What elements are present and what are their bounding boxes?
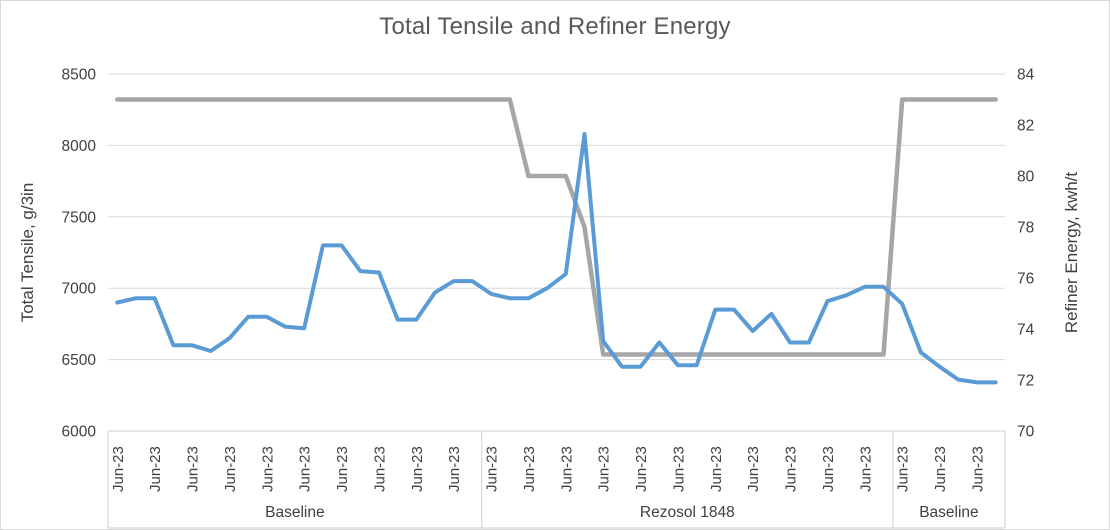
x-tick-label: Jun-23	[297, 446, 314, 492]
x-tick-label: Jun-23	[259, 446, 276, 492]
right-axis-tick-label: 78	[1017, 220, 1034, 237]
right-axis-tick-label: 74	[1017, 322, 1035, 339]
x-tick-label: Jun-23	[334, 446, 351, 492]
chart-title: Total Tensile and Refiner Energy	[379, 13, 731, 40]
left-axis-tick-label: 7000	[62, 281, 97, 298]
x-tick-label: Jun-23	[147, 446, 164, 492]
right-axis-tick-label: 76	[1017, 271, 1034, 288]
x-tick-label: Jun-23	[371, 446, 388, 492]
right-axis-title: Refiner Energy, kwh/t	[1062, 172, 1081, 334]
x-tick-label: Jun-23	[708, 446, 725, 492]
x-tick-label: Jun-23	[110, 446, 127, 492]
x-tick-label: Jun-23	[670, 446, 687, 492]
right-axis-tick-label: 70	[1017, 424, 1035, 441]
left-axis-title: Total Tensile, g/3in	[18, 183, 37, 323]
left-axis-tick-label: 8500	[62, 67, 97, 84]
x-tick-label: Jun-23	[932, 446, 949, 492]
left-axis-tick-label: 6000	[62, 424, 97, 441]
x-tick-label: Jun-23	[783, 446, 800, 492]
x-tick-label: Jun-23	[521, 446, 538, 492]
left-axis-tick-label: 7500	[62, 209, 97, 226]
right-axis-tick-label: 72	[1017, 373, 1034, 390]
x-tick-label: Jun-23	[895, 446, 912, 492]
x-tick-label: Jun-23	[484, 446, 501, 492]
left-axis-tick-label: 8000	[62, 138, 97, 155]
x-group-label: Baseline	[919, 504, 978, 521]
x-tick-label: Jun-23	[446, 446, 463, 492]
x-tick-label: Jun-23	[222, 446, 239, 492]
right-axis-tick-label: 82	[1017, 118, 1034, 135]
x-tick-label: Jun-23	[633, 446, 650, 492]
x-tick-label: Jun-23	[745, 446, 762, 492]
x-tick-label: Jun-23	[185, 446, 202, 492]
x-group-label: Rezosol 1848	[640, 504, 735, 521]
left-axis-tick-label: 6500	[62, 352, 97, 369]
x-tick-label: Jun-23	[969, 446, 986, 492]
x-tick-label: Jun-23	[596, 446, 613, 492]
x-tick-label: Jun-23	[558, 446, 575, 492]
series-line-total-tensile	[115, 132, 998, 385]
x-tick-label: Jun-23	[820, 446, 837, 492]
series-line-refiner-energy	[115, 97, 998, 357]
right-axis-tick-label: 80	[1017, 169, 1035, 186]
x-group-label: Baseline	[265, 504, 324, 521]
x-tick-label: Jun-23	[409, 446, 426, 492]
right-axis-tick-label: 84	[1017, 67, 1035, 84]
x-tick-label: Jun-23	[857, 446, 874, 492]
